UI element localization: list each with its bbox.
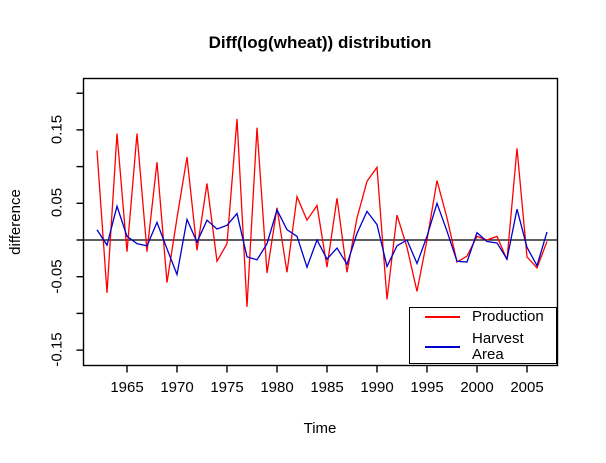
chart-title: Diff(log(wheat)) distribution bbox=[208, 33, 432, 52]
y-axis-label: difference bbox=[7, 189, 24, 255]
x-tick-label: 1980 bbox=[260, 379, 294, 396]
x-tick-label: 1975 bbox=[210, 379, 244, 396]
y-tick-label: 0.15 bbox=[48, 114, 66, 144]
legend: Production Harvest Area bbox=[409, 307, 557, 364]
y-tick-label: 0.05 bbox=[48, 188, 66, 218]
x-tick-label: 1970 bbox=[160, 379, 194, 396]
x-tick-label: 1990 bbox=[360, 379, 394, 396]
x-tick-label: 1965 bbox=[110, 379, 144, 396]
x-tick-label: 2000 bbox=[460, 379, 494, 396]
x-tick-label: 1995 bbox=[410, 379, 444, 396]
x-axis-label: Time bbox=[303, 420, 337, 437]
production-line-swatch bbox=[425, 315, 460, 318]
harvest-area-line bbox=[96, 201, 548, 277]
y-tick-label: -0.05 bbox=[48, 259, 66, 294]
plot-box bbox=[82, 77, 559, 367]
legend-label-production: Production bbox=[472, 307, 544, 325]
production-line bbox=[96, 118, 548, 307]
legend-label-harvest-area: Harvest Area bbox=[472, 329, 524, 363]
harvest-area-line-swatch bbox=[425, 345, 460, 348]
y-tick-label: -0.15 bbox=[48, 332, 66, 367]
legend-item-harvest-area: Harvest Area bbox=[410, 329, 556, 363]
x-tick-label: 2005 bbox=[510, 379, 544, 396]
legend-item-production: Production bbox=[410, 307, 556, 325]
x-tick-label: 1985 bbox=[310, 379, 344, 396]
